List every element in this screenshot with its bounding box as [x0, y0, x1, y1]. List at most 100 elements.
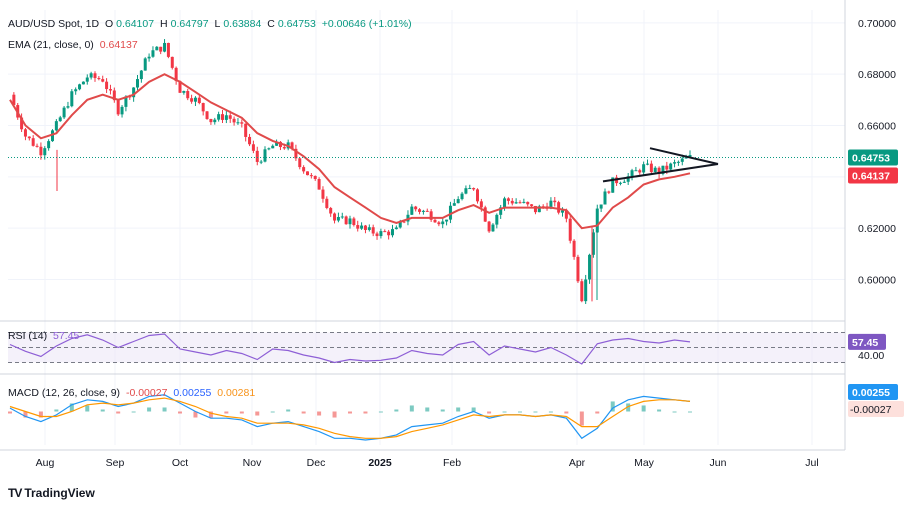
candle-body — [510, 200, 514, 204]
ema-line — [8, 73, 845, 230]
candle-body — [398, 221, 402, 228]
candle-body — [120, 106, 124, 115]
macd-histogram-bar — [610, 401, 615, 412]
price-tick-label: 0.70000 — [858, 18, 896, 30]
macd-histogram-bar — [456, 407, 461, 412]
tradingview-logo[interactable]: TV TradingView — [8, 486, 95, 500]
macd-histogram-bar — [147, 407, 152, 412]
candle-body — [170, 56, 174, 68]
candle-body — [402, 221, 406, 223]
candle-body — [530, 204, 534, 206]
candle-body — [360, 225, 364, 229]
candle-body — [58, 117, 62, 122]
low-value: 0.63884 — [223, 18, 262, 30]
candle-body — [371, 227, 375, 234]
macd-histogram-bar — [270, 411, 275, 413]
time-tick-label: Feb — [443, 457, 461, 469]
rsi-line — [9, 333, 691, 365]
candle-body — [468, 188, 472, 190]
candle-body — [379, 231, 383, 237]
candle-body — [47, 141, 51, 149]
candle-body — [232, 118, 236, 123]
candle-body — [166, 42, 170, 57]
candle-body — [522, 201, 526, 203]
macd-histogram-bar — [672, 411, 677, 413]
candle-body — [155, 46, 159, 51]
candle-body — [97, 78, 101, 80]
macd-histogram-bar — [518, 411, 522, 413]
candle-body — [244, 123, 248, 137]
candle-body — [688, 155, 692, 158]
candle-body — [499, 207, 503, 215]
candle-body — [599, 204, 603, 209]
candle-body — [460, 193, 464, 200]
candle-body — [653, 167, 657, 173]
candle-body — [112, 90, 116, 101]
candle-body — [151, 50, 155, 57]
candle-body — [282, 147, 286, 149]
ema-label: EMA (21, close, 0) — [8, 39, 94, 51]
candle-body — [611, 177, 615, 193]
candle-body — [437, 222, 441, 225]
candle-body — [116, 100, 120, 115]
candle-body — [35, 145, 39, 147]
candle-body — [101, 79, 105, 82]
candle-body — [394, 227, 398, 230]
candle-body — [584, 279, 588, 302]
candle-body — [429, 211, 433, 220]
candle-body — [294, 148, 298, 159]
price-tick-label: 0.60000 — [858, 275, 896, 287]
macd-pane: 0.00255 -0.00027 — [8, 384, 904, 441]
candle-body — [495, 214, 499, 225]
macd-histogram-bar — [255, 411, 260, 416]
macd-histogram-bar — [178, 411, 182, 414]
candle-body — [414, 206, 418, 210]
macd-histogram-bar — [548, 411, 553, 413]
rsi-value: 57.45 — [53, 330, 80, 342]
candle-body — [665, 165, 669, 170]
candle-body — [537, 206, 541, 213]
candle-body — [452, 203, 456, 206]
candle-body — [255, 150, 259, 162]
candle-body — [603, 191, 607, 205]
last-price-tag-text: 0.64753 — [852, 153, 890, 165]
candle-body — [221, 114, 224, 120]
candle-body — [51, 130, 54, 142]
macd-histogram-bar — [208, 411, 213, 418]
macd-histogram-bar — [378, 411, 383, 413]
candle-body — [224, 115, 228, 120]
candle-body — [607, 191, 611, 193]
candles — [12, 39, 692, 305]
close-value: 0.64753 — [277, 18, 316, 30]
candle-body — [340, 216, 344, 218]
candle-body — [62, 107, 66, 118]
macd-histogram-bar — [579, 411, 584, 426]
candle-body — [20, 117, 24, 130]
candle-body — [561, 210, 564, 213]
candle-body — [661, 165, 665, 174]
low-label: L — [214, 18, 221, 30]
candle-body — [228, 115, 232, 119]
macd-legend: MACD (12, 26, close, 9) -0.00027 0.00255… — [8, 386, 258, 400]
macd-histogram-bar — [641, 405, 646, 412]
candle-body — [259, 161, 263, 163]
tradingview-name: TradingView — [24, 486, 95, 500]
macd-histogram-bar — [332, 411, 337, 418]
macd-histogram-bar — [224, 411, 229, 414]
macd-histogram-bar — [8, 411, 12, 414]
macd-hist-value: -0.00027 — [125, 387, 168, 399]
candle-body — [74, 89, 78, 92]
candle-body — [576, 256, 580, 282]
macd-histogram-bar — [69, 403, 74, 412]
candle-body — [143, 58, 147, 71]
candle-body — [182, 91, 186, 93]
candle-body — [325, 198, 329, 209]
candle-body — [93, 73, 97, 79]
candle-body — [105, 81, 109, 90]
grid — [0, 0, 846, 451]
last-price-tag — [848, 149, 898, 166]
candle-body — [383, 231, 387, 233]
triangle-lower-trendline — [602, 163, 719, 183]
